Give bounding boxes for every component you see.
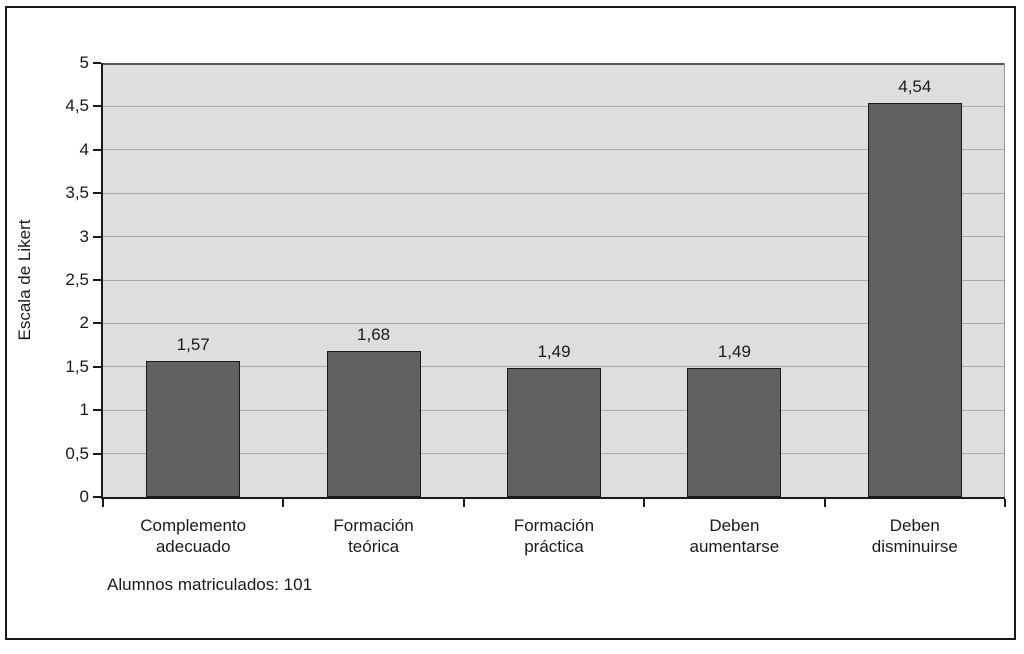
- x-category-label: Deben disminuirse: [871, 516, 958, 556]
- bar-value-label: 1,49: [537, 341, 571, 361]
- bar-value-label: 1,57: [176, 334, 210, 354]
- bar: [867, 102, 962, 497]
- enrollment-note: Alumnos matriculados: 101: [107, 575, 313, 594]
- gridline: [103, 236, 1005, 238]
- y-axis-tick: [93, 496, 101, 498]
- plot-right-border: [1004, 63, 1005, 497]
- gridline: [103, 149, 1005, 151]
- y-axis-tick-label: 0,5: [65, 443, 89, 463]
- plot-area: 1,57 1,68 1,49 1,49 4,54: [103, 63, 1005, 497]
- y-axis-tick: [93, 322, 101, 325]
- y-axis-tick: [93, 279, 101, 281]
- gridline: [103, 366, 1005, 368]
- y-axis-line: [101, 63, 103, 499]
- y-axis-tick: [93, 62, 101, 64]
- x-axis-tick: [102, 499, 104, 507]
- y-axis-tick: [93, 365, 101, 368]
- y-axis-tick-label: 1: [79, 400, 89, 420]
- y-axis-tick: [93, 452, 101, 455]
- x-category-label: Formación práctica: [513, 516, 595, 556]
- x-category-label: Complemento adecuado: [140, 516, 247, 556]
- gridline: [103, 192, 1005, 194]
- bar-value-label: 1,49: [717, 341, 751, 361]
- bar: [507, 367, 601, 497]
- y-axis-tick-label: 4: [79, 139, 89, 159]
- bar-value-label: 1,68: [357, 325, 391, 345]
- y-axis-tick-label: 0: [79, 487, 89, 506]
- x-category-label: Formación teórica: [333, 516, 414, 556]
- bar-value-label: 4,54: [898, 76, 932, 96]
- x-axis-tick: [462, 499, 465, 507]
- gridline: [103, 322, 1005, 324]
- x-axis-tick: [282, 499, 285, 507]
- y-axis-tick: [93, 192, 101, 195]
- x-category-label: Deben aumentarse: [689, 516, 780, 556]
- x-axis-tick: [643, 499, 646, 507]
- y-axis-tick: [93, 105, 101, 108]
- y-axis-tick-label: 4,5: [65, 96, 89, 116]
- gridline: [103, 279, 1005, 281]
- y-axis-tick-label: 2: [79, 313, 89, 333]
- y-axis-tick: [93, 409, 101, 412]
- y-axis-tick-label: 3: [79, 226, 89, 246]
- x-axis-tick: [1004, 499, 1006, 507]
- y-axis-tick-label: 5: [79, 53, 89, 72]
- y-axis-tick-label: 2,5: [65, 270, 89, 289]
- bar: [326, 351, 421, 497]
- bar: [687, 367, 782, 497]
- gridline: [103, 105, 1005, 107]
- x-axis-tick: [823, 499, 826, 507]
- y-axis-tick-label: 1,5: [65, 356, 89, 376]
- x-axis-line: [101, 497, 1005, 499]
- plot-top-border: [103, 63, 1005, 65]
- y-axis-tick-label: 3,5: [65, 183, 89, 203]
- y-axis-tick: [93, 148, 101, 151]
- bar: [146, 360, 241, 497]
- y-axis-tick: [93, 235, 101, 238]
